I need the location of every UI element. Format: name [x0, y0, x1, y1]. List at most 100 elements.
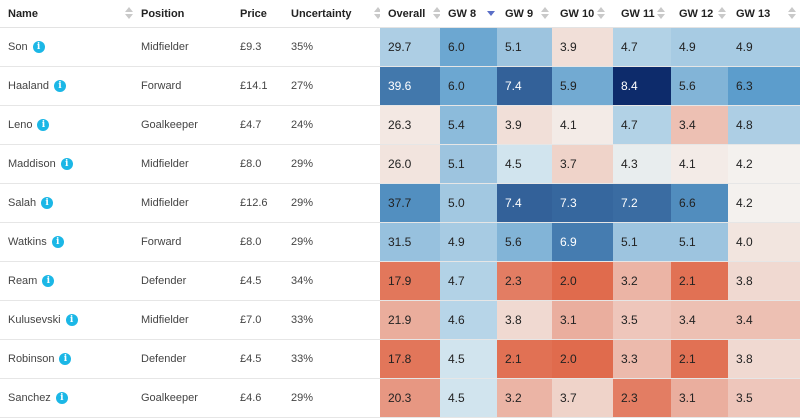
info-icon[interactable]: i: [59, 353, 72, 365]
overall-score: 20.3: [380, 378, 440, 418]
sort-toggle-icon[interactable]: [718, 7, 726, 19]
sort-toggle-icon[interactable]: [597, 7, 605, 19]
column-header-gw-11[interactable]: GW 11: [613, 0, 671, 28]
overall-score: 26.3: [380, 105, 440, 145]
column-header-overall[interactable]: Overall: [380, 0, 440, 28]
table-row[interactable]: Kulusevski i Midfielder £7.0 33% 21.9 4.6 3.8 3.…: [0, 300, 800, 340]
gameweek-score: 3.4: [728, 300, 800, 340]
player-name-group: Sanchez i: [8, 392, 68, 404]
player-position: Goalkeeper: [133, 105, 232, 145]
player-price: £8.0: [232, 144, 283, 184]
player-name[interactable]: Haaland: [8, 80, 49, 92]
gameweek-score: 3.7: [552, 378, 613, 418]
player-position: Midfielder: [133, 183, 232, 223]
player-name[interactable]: Maddison: [8, 158, 56, 170]
player-name[interactable]: Son: [8, 41, 28, 53]
sort-descending-icon[interactable]: [487, 11, 495, 16]
gameweek-score: 5.0: [440, 183, 497, 223]
table-row[interactable]: Robinson i Defender £4.5 33% 17.8 4.5 2.1 2.0 3.3…: [0, 339, 800, 379]
sort-toggle-icon[interactable]: [657, 7, 665, 19]
column-header-uncertainty[interactable]: Uncertainty: [283, 0, 380, 28]
info-icon[interactable]: i: [51, 236, 64, 248]
player-name[interactable]: Leno: [8, 119, 33, 131]
gameweek-score: 7.4: [497, 183, 552, 223]
table-row[interactable]: Sanchez i Goalkeeper £4.6 29% 20.3 4.5 3.2 3.7 2.…: [0, 378, 800, 418]
overall-score: 26.0: [380, 144, 440, 184]
column-header-gw-10[interactable]: GW 10: [552, 0, 613, 28]
player-name-group: Maddison i: [8, 158, 73, 170]
column-header-gw-8[interactable]: GW 8: [440, 0, 497, 28]
sort-toggle-icon[interactable]: [541, 7, 549, 19]
gameweek-score: 3.1: [552, 300, 613, 340]
gameweek-score: 4.9: [671, 27, 728, 67]
overall-score: 39.6: [380, 66, 440, 106]
overall-score: 29.7: [380, 27, 440, 67]
column-header-label: GW 11: [621, 7, 655, 20]
info-icon[interactable]: i: [65, 314, 78, 326]
info-icon[interactable]: i: [42, 275, 55, 287]
gameweek-score: 4.5: [497, 144, 552, 184]
gameweek-score: 5.1: [497, 27, 552, 67]
info-icon[interactable]: i: [53, 80, 66, 92]
column-header-label: GW 8: [448, 7, 477, 20]
gameweek-score: 4.1: [671, 144, 728, 184]
player-name[interactable]: Salah: [8, 197, 37, 209]
info-icon[interactable]: i: [55, 392, 68, 404]
gameweek-score: 3.7: [552, 144, 613, 184]
player-name-cell: Sanchez i: [0, 378, 133, 418]
player-price: £4.5: [232, 261, 283, 301]
gameweek-score: 4.0: [728, 222, 800, 262]
gameweek-score: 5.6: [497, 222, 552, 262]
player-uncertainty: 35%: [283, 27, 380, 67]
player-name-group: Salah i: [8, 197, 54, 209]
player-name[interactable]: Kulusevski: [8, 314, 61, 326]
player-name[interactable]: Robinson: [8, 353, 55, 365]
column-header-gw-13[interactable]: GW 13: [728, 0, 800, 28]
gameweek-score: 2.1: [671, 339, 728, 379]
player-name-cell: Watkins i: [0, 222, 133, 262]
column-header-name[interactable]: Name: [0, 0, 133, 28]
player-name-group: Ream i: [8, 275, 55, 287]
info-icon[interactable]: i: [32, 41, 45, 53]
table-row[interactable]: Leno i Goalkeeper £4.7 24% 26.3 5.4 3.9 4.1 4.7 3.…: [0, 105, 800, 145]
info-icon[interactable]: i: [60, 158, 73, 170]
table-row[interactable]: Salah i Midfielder £12.6 29% 37.7 5.0 7.4 7.3 7.2…: [0, 183, 800, 223]
player-name-group: Haaland i: [8, 80, 66, 92]
column-header-position[interactable]: Position: [133, 0, 232, 28]
column-header-gw-9[interactable]: GW 9: [497, 0, 552, 28]
gameweek-score: 4.6: [440, 300, 497, 340]
player-uncertainty: 29%: [283, 222, 380, 262]
table-row[interactable]: Son i Midfielder £9.3 35% 29.7 6.0 5.1 3.9 4.7 4.9…: [0, 27, 800, 67]
player-name-group: Kulusevski i: [8, 314, 78, 326]
player-price: £12.6: [232, 183, 283, 223]
overall-score: 37.7: [380, 183, 440, 223]
player-price: £4.7: [232, 105, 283, 145]
info-icon[interactable]: i: [41, 197, 54, 209]
table-row[interactable]: Ream i Defender £4.5 34% 17.9 4.7 2.3 2.0 3.2 2.1 3…: [0, 261, 800, 301]
player-position: Defender: [133, 339, 232, 379]
info-icon[interactable]: i: [37, 119, 50, 131]
player-position: Midfielder: [133, 300, 232, 340]
column-header-gw-12[interactable]: GW 12: [671, 0, 728, 28]
sort-toggle-icon[interactable]: [788, 7, 796, 19]
table-row[interactable]: Watkins i Forward £8.0 29% 31.5 4.9 5.6 6.9 5.1 5.…: [0, 222, 800, 262]
gameweek-score: 3.9: [552, 27, 613, 67]
gameweek-score: 3.2: [497, 378, 552, 418]
gameweek-score: 5.1: [440, 144, 497, 184]
player-name[interactable]: Ream: [8, 275, 38, 287]
table-row[interactable]: Haaland i Forward £14.1 27% 39.6 6.0 7.4 5.9 8.4 5…: [0, 66, 800, 106]
table-row[interactable]: Maddison i Midfielder £8.0 29% 26.0 5.1 4.5 3.7 4…: [0, 144, 800, 184]
player-name[interactable]: Sanchez: [8, 392, 51, 404]
player-uncertainty: 33%: [283, 300, 380, 340]
gameweek-score: 4.2: [728, 183, 800, 223]
player-name-cell: Leno i: [0, 105, 133, 145]
column-header-price[interactable]: Price: [232, 0, 283, 28]
gameweek-score: 2.0: [552, 261, 613, 301]
player-name[interactable]: Watkins: [8, 236, 47, 248]
gameweek-score: 3.8: [497, 300, 552, 340]
player-uncertainty: 33%: [283, 339, 380, 379]
column-header-label: Price: [240, 7, 267, 20]
column-header-label: GW 9: [505, 7, 534, 20]
sort-toggle-icon[interactable]: [125, 7, 133, 19]
player-name-cell: Ream i: [0, 261, 133, 301]
